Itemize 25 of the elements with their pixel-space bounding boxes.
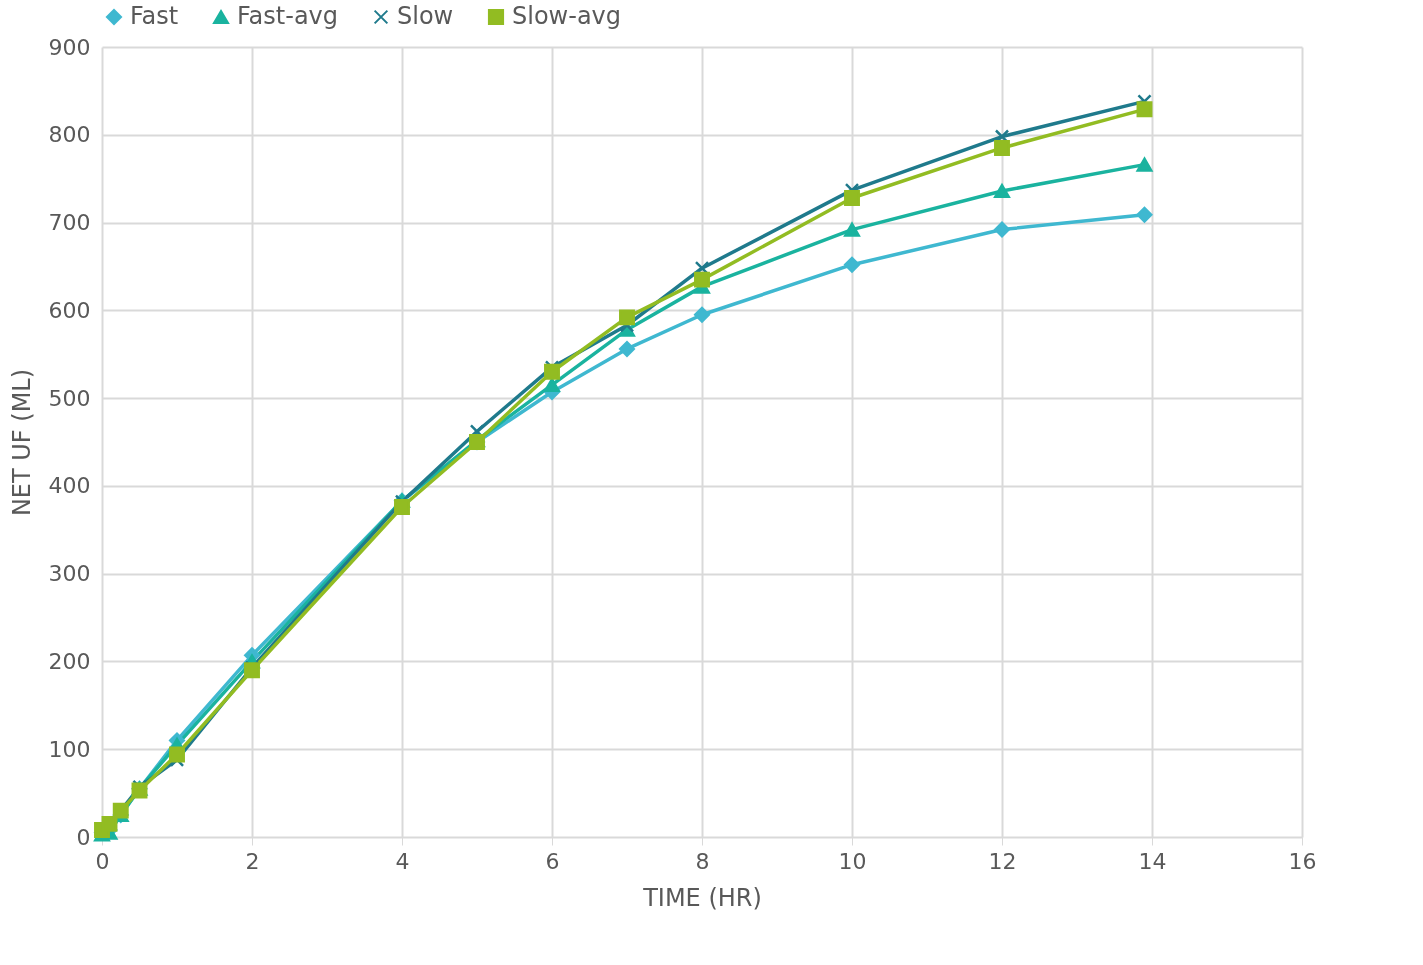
y-tick-label: 700 xyxy=(48,210,91,236)
y-tick-label: 200 xyxy=(48,648,91,674)
legend-label: Fast xyxy=(130,2,179,30)
y-tick-label: 500 xyxy=(48,385,91,411)
y-tick-label: 900 xyxy=(48,34,91,60)
legend-label: Slow-avg xyxy=(512,2,622,30)
x-tick-label: 6 xyxy=(545,848,560,874)
x-tick-label: 12 xyxy=(988,848,1017,874)
x-tick-label: 4 xyxy=(395,848,410,874)
y-tick-label: 800 xyxy=(48,122,91,148)
legend-label: Slow xyxy=(397,2,454,30)
legend-label: Fast-avg xyxy=(237,2,339,30)
y-tick-label: 300 xyxy=(48,561,91,587)
y-tick-label: 0 xyxy=(76,824,91,850)
y-tick-label: 600 xyxy=(48,297,91,323)
x-tick-label: 0 xyxy=(95,848,110,874)
y-tick-label: 100 xyxy=(48,736,91,762)
x-axis-title: TIME (HR) xyxy=(642,883,762,912)
x-tick-label: 8 xyxy=(695,848,710,874)
y-axis-title: NET UF (ML) xyxy=(7,368,36,517)
x-tick-label: 14 xyxy=(1138,848,1167,874)
x-tick-label: 10 xyxy=(838,848,867,874)
x-tick-label: 16 xyxy=(1288,848,1317,874)
y-tick-label: 400 xyxy=(48,473,91,499)
x-tick-label: 2 xyxy=(245,848,260,874)
